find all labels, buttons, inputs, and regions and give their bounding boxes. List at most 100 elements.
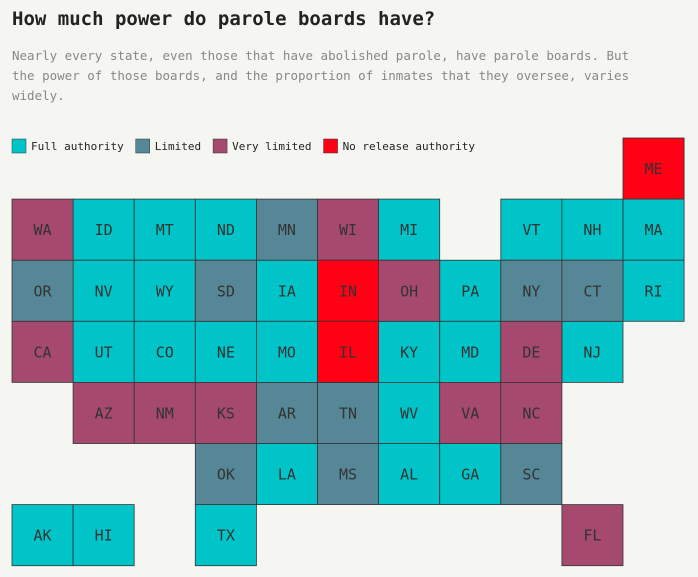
state-label: MI bbox=[400, 221, 418, 239]
state-tile bbox=[194, 443, 257, 505]
state-label: RI bbox=[645, 282, 663, 300]
state-tile bbox=[378, 259, 441, 322]
state-tile bbox=[561, 320, 624, 383]
subtitle-line: Nearly every state, even those that have… bbox=[12, 48, 630, 63]
state-label: OH bbox=[400, 282, 418, 300]
state-label: ND bbox=[217, 221, 235, 239]
state-label: NY bbox=[522, 282, 540, 300]
state-tile bbox=[622, 137, 685, 200]
state-label: NJ bbox=[583, 343, 601, 361]
subtitle-line: the power of those boards, and the propo… bbox=[12, 68, 630, 83]
state-label: MA bbox=[645, 221, 663, 239]
legend-label: Limited bbox=[155, 140, 201, 153]
state-tile bbox=[194, 504, 257, 567]
state-tile bbox=[500, 443, 563, 505]
state-label: MD bbox=[461, 343, 479, 361]
state-tile bbox=[439, 443, 502, 505]
state-label: FL bbox=[583, 527, 601, 545]
state-tile bbox=[11, 259, 74, 322]
legend-swatch bbox=[135, 138, 150, 154]
state-tile bbox=[317, 259, 379, 322]
state-label: ID bbox=[95, 221, 113, 239]
state-tile bbox=[378, 443, 441, 505]
state-label: MT bbox=[156, 221, 174, 239]
state-label: NE bbox=[217, 343, 235, 361]
state-tile bbox=[561, 259, 624, 322]
state-tile bbox=[11, 320, 74, 383]
state-tile bbox=[133, 381, 196, 444]
state-tile bbox=[500, 381, 563, 444]
state-tile bbox=[255, 320, 318, 383]
state-tile bbox=[133, 320, 196, 383]
state-tile bbox=[11, 198, 74, 261]
state-label: OR bbox=[34, 282, 53, 300]
state-tile bbox=[194, 198, 257, 261]
state-label: CA bbox=[34, 343, 52, 361]
state-label: AZ bbox=[95, 404, 113, 422]
state-label: MN bbox=[278, 221, 296, 239]
state-label: IN bbox=[339, 282, 357, 300]
state-tile bbox=[255, 381, 318, 444]
legend-label: Full authority bbox=[31, 140, 124, 153]
subtitle: Nearly every state, even those that have… bbox=[12, 46, 629, 106]
state-tile bbox=[561, 198, 624, 261]
state-label: CT bbox=[583, 282, 601, 300]
state-tile bbox=[72, 320, 135, 383]
state-label: NH bbox=[583, 221, 601, 239]
state-tile bbox=[194, 259, 257, 322]
state-tile bbox=[11, 504, 74, 567]
state-label: MS bbox=[339, 466, 357, 484]
state-label: TX bbox=[217, 527, 235, 545]
state-tile bbox=[72, 381, 135, 444]
state-label: WV bbox=[400, 404, 418, 422]
state-label: SD bbox=[217, 282, 235, 300]
state-label: ME bbox=[645, 160, 663, 178]
state-label: AL bbox=[400, 466, 418, 484]
state-tile bbox=[255, 259, 318, 322]
legend-swatch bbox=[212, 138, 228, 154]
state-label: WY bbox=[156, 282, 174, 300]
state-tile bbox=[561, 504, 624, 567]
state-label: LA bbox=[278, 466, 296, 484]
state-label: TN bbox=[339, 404, 357, 422]
state-tile bbox=[194, 381, 257, 444]
state-tile bbox=[439, 381, 502, 444]
state-tile bbox=[317, 198, 379, 261]
state-label: MO bbox=[278, 343, 296, 361]
state-label: AK bbox=[34, 527, 52, 545]
state-tile bbox=[317, 443, 379, 505]
state-label: KS bbox=[217, 404, 235, 422]
legend-label: Very limited bbox=[232, 140, 311, 153]
state-tile bbox=[622, 259, 685, 322]
state-tile bbox=[439, 320, 502, 383]
legend-label: No release authority bbox=[343, 140, 476, 153]
state-label: IL bbox=[339, 343, 357, 361]
state-label: WA bbox=[34, 221, 52, 239]
state-tile bbox=[500, 259, 563, 322]
state-label: UT bbox=[95, 343, 113, 361]
state-label: CO bbox=[156, 343, 174, 361]
state-tile bbox=[500, 320, 563, 383]
state-tile bbox=[133, 198, 196, 261]
state-tile bbox=[378, 320, 441, 383]
state-label: SC bbox=[522, 466, 540, 484]
state-label: AR bbox=[278, 404, 297, 422]
title: How much power do parole boards have? bbox=[12, 8, 436, 30]
state-label: VA bbox=[461, 404, 479, 422]
legend-swatch bbox=[11, 138, 27, 154]
state-tile bbox=[500, 198, 563, 261]
state-label: OK bbox=[217, 466, 235, 484]
state-tile bbox=[317, 320, 379, 383]
state-label: IA bbox=[278, 282, 296, 300]
state-tile bbox=[378, 381, 441, 444]
state-tile bbox=[72, 504, 135, 567]
state-label: NV bbox=[95, 282, 113, 300]
state-label: PA bbox=[461, 282, 479, 300]
state-label: DE bbox=[522, 343, 540, 361]
state-label: HI bbox=[95, 527, 113, 545]
state-label: GA bbox=[461, 466, 479, 484]
state-tile bbox=[255, 443, 318, 505]
